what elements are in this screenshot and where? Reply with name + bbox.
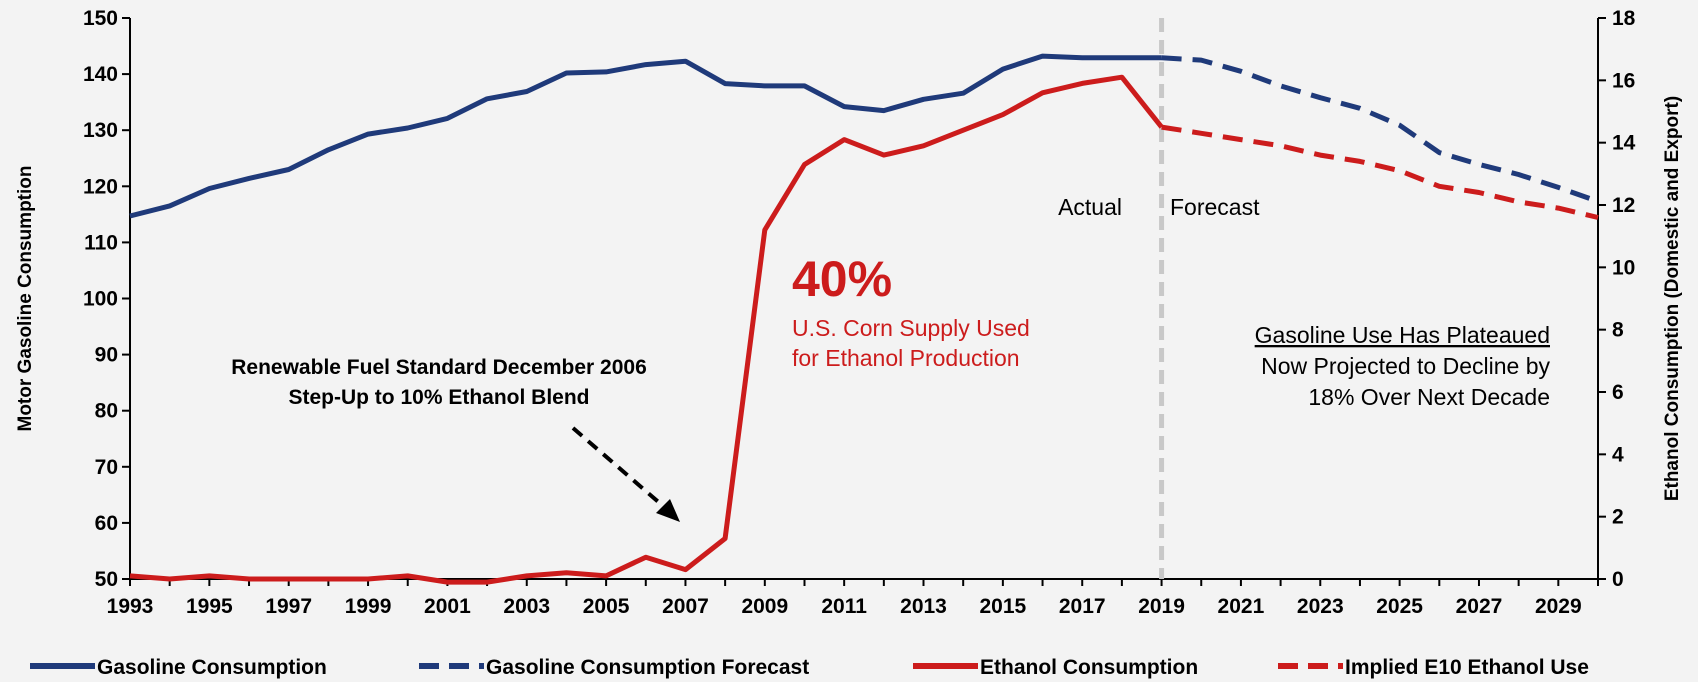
rfs-arrow-shaft — [571, 426, 672, 514]
annotation-layer: 40% U.S. Corn Supply Used for Ethanol Pr… — [231, 194, 1550, 522]
right-tick-label: 14 — [1612, 132, 1636, 155]
x-tick-label: 2001 — [424, 595, 471, 618]
x-tick-label: 2009 — [741, 595, 788, 618]
legend-label-e10: Implied E10 Ethanol Use — [1345, 656, 1589, 679]
left-tick-label: 80 — [95, 400, 118, 423]
annotation-forecast: Forecast — [1170, 194, 1260, 220]
left-tick-label: 90 — [95, 344, 118, 367]
right-tick-label: 2 — [1612, 506, 1624, 529]
x-tick-label: 2013 — [900, 595, 947, 618]
series-line-implied-e10-ethanol-use — [1161, 124, 1599, 220]
x-tick-label: 1993 — [107, 595, 154, 618]
right-tick-label: 4 — [1612, 443, 1624, 466]
x-tick-label: 2025 — [1376, 595, 1423, 618]
right-tick-label: 6 — [1612, 381, 1624, 404]
x-tick-label: 2015 — [980, 595, 1027, 618]
x-tick-label: 2019 — [1138, 595, 1185, 618]
left-tick-label: 50 — [95, 568, 118, 591]
legend-label-gasoline: Gasoline Consumption — [97, 656, 327, 679]
left-tick-label: 140 — [83, 63, 118, 86]
x-tick-label: 2005 — [583, 595, 630, 618]
left-tick-label: 110 — [84, 231, 118, 254]
x-tick-label: 2011 — [821, 595, 867, 618]
left-tick-label: 100 — [83, 288, 118, 311]
rfs-arrow-head — [656, 499, 680, 522]
annotation-rfs-line1: Renewable Fuel Standard December 2006 — [231, 356, 647, 379]
x-tick-label: 2023 — [1297, 595, 1344, 618]
x-tick-label: 2021 — [1218, 595, 1265, 618]
right-tick-label: 16 — [1612, 69, 1635, 92]
left-tick-label: 130 — [83, 119, 118, 142]
series-line-ethanol-consumption — [129, 74, 1164, 585]
annotation-rfs-line2: Step-Up to 10% Ethanol Blend — [288, 386, 589, 409]
y-left-axis-title: Motor Gasoline Consumption — [15, 166, 36, 432]
y-right-axis-title: Ethanol Consumption (Domestic and Export… — [1662, 96, 1683, 501]
annotation-plateau-line1: Gasoline Use Has Plateaued — [1255, 322, 1550, 348]
right-tick-label: 10 — [1612, 256, 1635, 279]
series-line-gasoline-consumption — [129, 53, 1162, 219]
right-tick-label: 12 — [1612, 194, 1635, 217]
right-tick-label: 8 — [1612, 319, 1624, 342]
series-line-gasoline-consumption-forecast — [1161, 55, 1599, 204]
right-tick-label: 0 — [1612, 568, 1624, 591]
x-tick-label: 2017 — [1059, 595, 1106, 618]
right-tick-label: 18 — [1612, 7, 1636, 30]
legend-label-gasoline-forecast: Gasoline Consumption Forecast — [486, 656, 809, 679]
legend-label-ethanol: Ethanol Consumption — [980, 656, 1198, 679]
annotation-plateau-line2: Now Projected to Decline by — [1261, 353, 1550, 379]
x-tick-label: 2029 — [1535, 595, 1582, 618]
left-tick-label: 120 — [83, 175, 118, 198]
series-layer — [129, 53, 1599, 585]
annotation-corn-line2: for Ethanol Production — [792, 345, 1020, 371]
x-tick-label: 1997 — [265, 595, 312, 618]
x-tick-label: 2027 — [1456, 595, 1503, 618]
x-tick-label: 1999 — [345, 595, 392, 618]
left-tick-label: 150 — [83, 7, 118, 30]
x-tick-label: 2007 — [662, 595, 709, 618]
axes-layer: 50 60 70 80 90 100 110 120 130 140 150 0 2 4 6 8 10 12 14 1… — [15, 7, 1683, 618]
annotation-actual: Actual — [1058, 194, 1122, 220]
x-tick-label: 2003 — [503, 595, 550, 618]
annotation-corn-line1: U.S. Corn Supply Used — [792, 315, 1030, 341]
left-tick-label: 60 — [95, 512, 118, 535]
legend: Gasoline Consumption Gasoline Consumptio… — [30, 656, 1589, 679]
annotation-plateau-line3: 18% Over Next Decade — [1308, 384, 1550, 410]
annotation-forty-percent: 40% — [792, 251, 892, 307]
x-tick-label: 1995 — [186, 595, 233, 618]
left-tick-label: 70 — [95, 456, 118, 479]
